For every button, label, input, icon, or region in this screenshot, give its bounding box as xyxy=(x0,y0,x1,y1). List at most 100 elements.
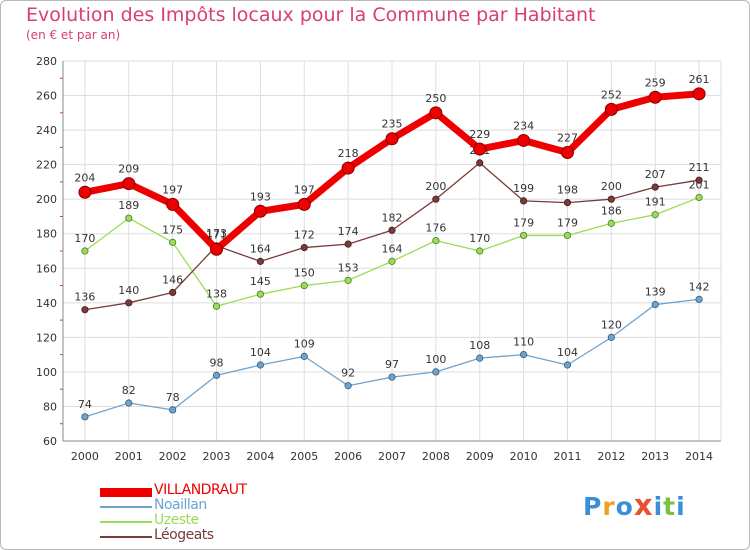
legend-label: VILLANDRAUT xyxy=(154,482,247,498)
data-point-villandraut xyxy=(429,106,443,120)
logo-letter: P xyxy=(583,492,603,521)
data-label-uzeste: 153 xyxy=(338,261,359,274)
data-label-leogeats: 199 xyxy=(513,182,534,195)
data-point-noaillan xyxy=(125,399,133,407)
data-point-noaillan xyxy=(169,406,177,414)
data-label-uzeste: 150 xyxy=(294,267,315,280)
x-tick-label: 2009 xyxy=(466,450,494,463)
legend-item-leogeats: Léogeats xyxy=(100,527,360,544)
legend-swatch xyxy=(100,521,152,523)
legend-label: Noaillan xyxy=(154,497,207,513)
x-tick-label: 2005 xyxy=(290,450,318,463)
x-tick-label: 2001 xyxy=(115,450,143,463)
data-point-uzeste xyxy=(695,193,703,202)
data-point-uzeste xyxy=(169,238,177,246)
data-point-villandraut xyxy=(692,87,706,101)
data-label-villandraut: 234 xyxy=(513,119,534,132)
data-label-leogeats: 200 xyxy=(425,180,446,193)
data-label-noaillan: 139 xyxy=(645,286,666,299)
data-label-noaillan: 110 xyxy=(513,336,534,349)
data-label-uzeste: 170 xyxy=(74,232,95,245)
data-point-villandraut xyxy=(166,197,180,211)
x-tick-label: 2010 xyxy=(510,450,538,463)
data-label-uzeste: 189 xyxy=(118,199,139,212)
data-label-leogeats: 172 xyxy=(294,229,315,242)
data-point-leogeats xyxy=(81,306,89,314)
data-point-noaillan xyxy=(563,361,572,369)
x-tick-label: 2002 xyxy=(159,450,187,463)
data-label-uzeste: 201 xyxy=(689,178,710,191)
y-tick-label: 280 xyxy=(36,55,57,68)
data-label-uzeste: 175 xyxy=(162,223,183,236)
data-point-leogeats xyxy=(651,183,659,191)
data-point-leogeats xyxy=(169,288,177,297)
data-point-noaillan xyxy=(519,351,528,359)
data-point-leogeats xyxy=(519,197,528,205)
logo-letter: x xyxy=(633,488,654,522)
legend-label: Léogeats xyxy=(154,527,214,543)
data-point-villandraut xyxy=(473,142,487,156)
logo-letter: t xyxy=(663,492,677,521)
data-point-uzeste xyxy=(125,214,133,222)
data-label-villandraut: 218 xyxy=(338,147,359,160)
data-label-uzeste: 170 xyxy=(469,232,490,245)
data-label-leogeats: 140 xyxy=(118,284,139,297)
data-point-villandraut xyxy=(122,177,136,191)
data-label-noaillan: 142 xyxy=(689,280,710,293)
data-label-villandraut: 171 xyxy=(206,228,227,241)
x-tick-label: 2012 xyxy=(597,450,625,463)
legend-swatch xyxy=(100,488,152,497)
data-point-uzeste xyxy=(432,237,440,245)
data-label-uzeste: 191 xyxy=(645,196,666,209)
data-point-noaillan xyxy=(476,354,484,362)
logo-letter: r xyxy=(602,492,616,521)
data-point-uzeste xyxy=(256,290,264,298)
data-point-uzeste xyxy=(212,302,221,310)
data-label-uzeste: 145 xyxy=(250,275,271,288)
data-label-noaillan: 74 xyxy=(78,398,92,411)
y-tick-label: 120 xyxy=(36,331,57,344)
data-label-noaillan: 104 xyxy=(250,346,271,359)
data-point-uzeste xyxy=(300,281,308,290)
data-point-villandraut xyxy=(604,102,618,116)
series-leogeats: 1361401461731641721741822002211991982002… xyxy=(74,144,710,314)
data-point-uzeste xyxy=(519,231,528,240)
data-point-noaillan xyxy=(388,373,396,381)
data-label-noaillan: 82 xyxy=(122,384,136,397)
x-tick-label: 2003 xyxy=(203,450,231,463)
data-label-villandraut: 193 xyxy=(250,190,271,203)
y-tick-label: 260 xyxy=(36,90,57,103)
data-label-leogeats: 164 xyxy=(250,242,271,255)
data-label-villandraut: 235 xyxy=(382,118,403,131)
logo-letter: i xyxy=(653,492,664,521)
y-tick-label: 180 xyxy=(36,228,57,241)
data-point-villandraut xyxy=(297,197,311,211)
x-tick-label: 2008 xyxy=(422,450,450,463)
data-point-uzeste xyxy=(388,257,396,265)
legend-swatch xyxy=(100,506,152,508)
data-point-villandraut xyxy=(253,204,267,218)
data-label-uzeste: 176 xyxy=(425,222,446,235)
y-tick-label: 60 xyxy=(43,435,57,448)
data-point-villandraut xyxy=(517,133,531,147)
data-label-uzeste: 164 xyxy=(382,242,403,255)
chart-subtitle: (en € et par an) xyxy=(26,28,121,42)
y-tick-label: 200 xyxy=(36,193,57,206)
data-label-villandraut: 252 xyxy=(601,88,622,101)
y-tick-label: 80 xyxy=(43,400,57,413)
data-point-leogeats xyxy=(344,240,352,248)
proxiti-logo: Proxiti xyxy=(583,488,686,522)
legend-item-villandraut: VILLANDRAUT xyxy=(100,482,360,499)
data-label-leogeats: 211 xyxy=(689,161,710,174)
legend-label: Uzeste xyxy=(154,512,199,528)
data-label-noaillan: 109 xyxy=(294,337,315,350)
data-point-villandraut xyxy=(78,185,92,199)
data-point-leogeats xyxy=(695,176,703,184)
data-label-leogeats: 174 xyxy=(338,225,359,238)
data-point-leogeats xyxy=(256,257,264,265)
data-label-villandraut: 197 xyxy=(162,183,183,196)
data-label-noaillan: 108 xyxy=(469,339,490,352)
data-label-villandraut: 204 xyxy=(74,171,95,184)
data-point-noaillan xyxy=(81,413,89,421)
data-point-noaillan xyxy=(607,333,615,341)
